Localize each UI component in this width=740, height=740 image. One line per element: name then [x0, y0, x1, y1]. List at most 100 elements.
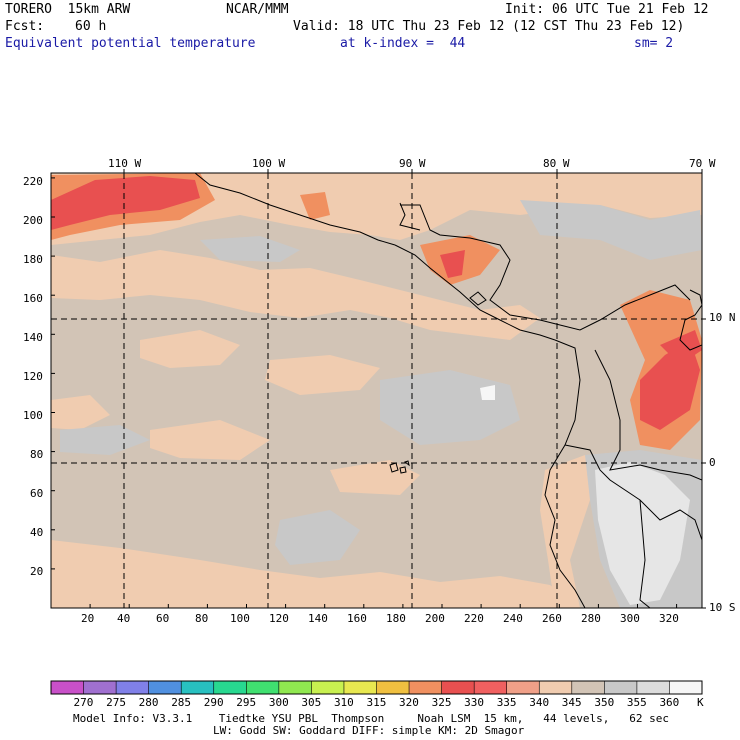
field-peach-band-2 [140, 330, 240, 368]
colorbar-frame [50, 680, 703, 695]
model-name: TORERO 15km ARW [5, 2, 131, 17]
x-tick: 320 [659, 612, 679, 625]
colorbar-swatch [213, 681, 247, 694]
x-tick: 200 [425, 612, 445, 625]
forecast-label: Fcst: [5, 19, 45, 34]
colorbar-swatch [669, 681, 703, 694]
field-base-fill [51, 173, 702, 608]
coast-ecuador [544, 339, 586, 608]
colorbar-label: 285 [171, 696, 192, 709]
colorbar-swatch [83, 681, 117, 694]
y-tick: 80 [30, 448, 44, 461]
model-info-line1: Model Info: V3.3.1 Tiedtke YSU PBL Thomp… [73, 712, 670, 725]
field-peach-band-3 [265, 355, 380, 395]
lon-label-110w: 110 W [108, 157, 142, 170]
colorbar-swatch [148, 681, 182, 694]
colorbar-label: 330 [464, 696, 485, 709]
coastlines [194, 173, 702, 608]
colorbar-label: 360 [659, 696, 680, 709]
lat-label-10n: 10 N [709, 311, 736, 324]
colorbar-label: 270 [73, 696, 94, 709]
field-peach-band-5 [150, 420, 270, 460]
smoothing-label: sm= 2 [634, 36, 674, 51]
y-tick: 220 [23, 175, 43, 188]
colorbar-swatch [539, 681, 573, 694]
coast-central-america [394, 244, 556, 341]
lon-label-70w: 70 W [689, 157, 716, 170]
colorbar-label: 300 [268, 696, 289, 709]
x-tick: 100 [230, 612, 250, 625]
coast-venezuela [679, 289, 702, 351]
colorbar-swatch [311, 681, 345, 694]
x-tick: 180 [386, 612, 406, 625]
lon-label-90w: 90 W [399, 157, 426, 170]
y-tick: 40 [30, 526, 44, 539]
lon-label-100w: 100 W [252, 157, 286, 170]
y-tick: 20 [30, 565, 44, 578]
x-tick: 140 [308, 612, 328, 625]
colorbar-label: 290 [203, 696, 224, 709]
x-tick: 260 [542, 612, 562, 625]
colorbar-swatch [636, 681, 670, 694]
colorbar-label: 350 [594, 696, 615, 709]
x-tick: 120 [269, 612, 289, 625]
field-peach-band-4 [51, 395, 110, 430]
init-time: Init: 06 UTC Tue 21 Feb 12 [505, 2, 709, 17]
field-grey-1 [200, 236, 300, 262]
field-peach-north [51, 173, 702, 245]
x-tick: 40 [117, 612, 131, 625]
colorbar-swatch [181, 681, 215, 694]
colorbar [51, 681, 703, 694]
y-tick: 100 [23, 409, 43, 422]
lon-label-80w: 80 W [543, 157, 570, 170]
graticule [51, 173, 702, 608]
center-name: NCAR/MMM [226, 2, 289, 17]
theta-e-field [51, 173, 702, 608]
coast-andes-border [594, 349, 702, 481]
field-red-colombia-core [640, 340, 700, 430]
coast-colombia [559, 284, 691, 331]
colorbar-label: 335 [496, 696, 517, 709]
forecast-hour: 60 h [75, 19, 107, 34]
colorbar-swatch [278, 681, 312, 694]
field-white-spot [480, 385, 495, 400]
colorbar-swatch [246, 681, 280, 694]
field-peach-south [51, 540, 580, 608]
field-red-honduras-core [440, 250, 465, 278]
coast-mexico [194, 173, 396, 246]
colorbar-swatch [409, 681, 443, 694]
colorbar-swatch [51, 681, 85, 694]
y-tick: 140 [23, 331, 43, 344]
colorbar-label: 345 [561, 696, 582, 709]
field-grey-3 [60, 425, 150, 455]
model-info-line2: LW: Godd SW: Goddard DIFF: simple KM: 2D… [213, 724, 525, 737]
colorbar-swatch [441, 681, 475, 694]
lat-label-0: 0 [709, 456, 716, 469]
coast-caribbean [400, 204, 561, 326]
colorbar-swatch [506, 681, 540, 694]
y-tick: 60 [30, 487, 44, 500]
field-red-nw-core [51, 176, 200, 230]
x-tick: 240 [503, 612, 523, 625]
colorbar-swatch [571, 681, 605, 694]
x-tick: 300 [620, 612, 640, 625]
x-tick: 20 [81, 612, 95, 625]
y-tick: 120 [23, 370, 43, 383]
coast-bolivia-border [639, 499, 651, 608]
x-tick: 80 [195, 612, 209, 625]
colorbar-label: 280 [138, 696, 159, 709]
colorbar-label: 320 [399, 696, 419, 709]
level-label: at k-index = 44 [340, 36, 466, 51]
field-red-colombia-north [660, 330, 702, 365]
colorbar-swatch [343, 681, 377, 694]
colorbar-swatch [474, 681, 508, 694]
field-peach-band-1 [51, 250, 540, 340]
colorbar-label: 275 [106, 696, 126, 709]
colorbar-swatch [116, 681, 150, 694]
colorbar-unit: K [697, 696, 704, 709]
colorbar-label: 340 [529, 696, 550, 709]
x-tick: 280 [581, 612, 601, 625]
colorbar-label: 310 [333, 696, 354, 709]
coast-yucatan [399, 202, 421, 231]
y-tick: 200 [23, 214, 43, 227]
